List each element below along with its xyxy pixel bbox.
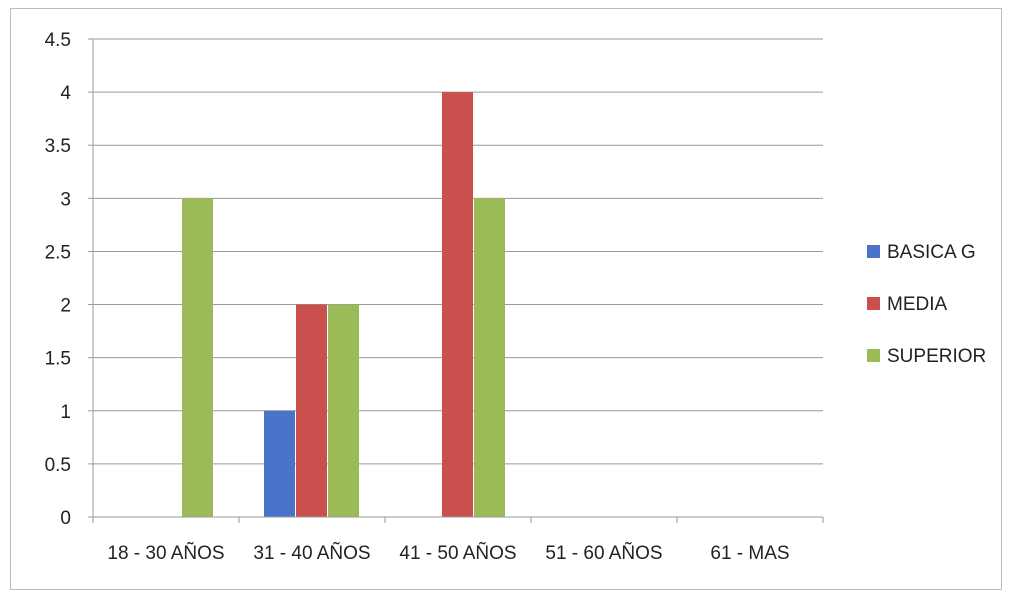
y-tick-label: 0 (60, 508, 71, 529)
bar-media-2 (442, 92, 473, 517)
bar-superior-0 (182, 198, 213, 518)
x-tick-label: 31 - 40 AÑOS (253, 542, 370, 564)
y-tick-label: 3 (60, 189, 71, 210)
bar-media-1 (296, 304, 327, 517)
legend-swatch (867, 349, 880, 362)
x-tick-label: 61 - MAS (710, 543, 789, 564)
y-tick-label: 2.5 (45, 242, 71, 263)
legend-label: SUPERIOR (887, 346, 986, 367)
x-tick-label: 18 - 30 AÑOS (107, 542, 224, 564)
axes (88, 38, 824, 523)
y-tick-label: 4 (60, 83, 71, 104)
bars (182, 92, 505, 518)
y-tick-label: 4.5 (45, 30, 71, 51)
bar-basica-g-1 (264, 410, 295, 517)
x-tick-label: 51 - 60 AÑOS (545, 542, 662, 564)
bar-superior-1 (328, 304, 359, 517)
legend-label: MEDIA (887, 294, 948, 315)
legend-swatch (867, 245, 880, 258)
y-tick-label: 1 (60, 402, 71, 423)
chart-frame: 0 0.5 1 1.5 2 2.5 3 3.5 4 4.5 18 - 30 AÑOS 31 - 40… (10, 8, 1002, 590)
x-tick-label: 41 - 50 AÑOS (399, 542, 516, 564)
legend: BASICA G MEDIA SUPERIOR (867, 242, 986, 367)
legend-swatch (867, 297, 880, 310)
x-tick-labels: 18 - 30 AÑOS 31 - 40 AÑOS 41 - 50 AÑOS 51 -… (107, 542, 789, 564)
bar-chart: 0 0.5 1 1.5 2 2.5 3 3.5 4 4.5 18 - 30 AÑOS 31 - 40… (45, 30, 987, 564)
y-tick-label: 0.5 (45, 455, 71, 476)
y-tick-label: 3.5 (45, 136, 71, 157)
y-tick-label: 1.5 (45, 349, 71, 370)
y-tick-label: 2 (60, 296, 71, 317)
legend-label: BASICA G (887, 242, 976, 263)
y-tick-labels: 0 0.5 1 1.5 2 2.5 3 3.5 4 4.5 (45, 30, 72, 529)
bar-superior-2 (474, 198, 505, 518)
